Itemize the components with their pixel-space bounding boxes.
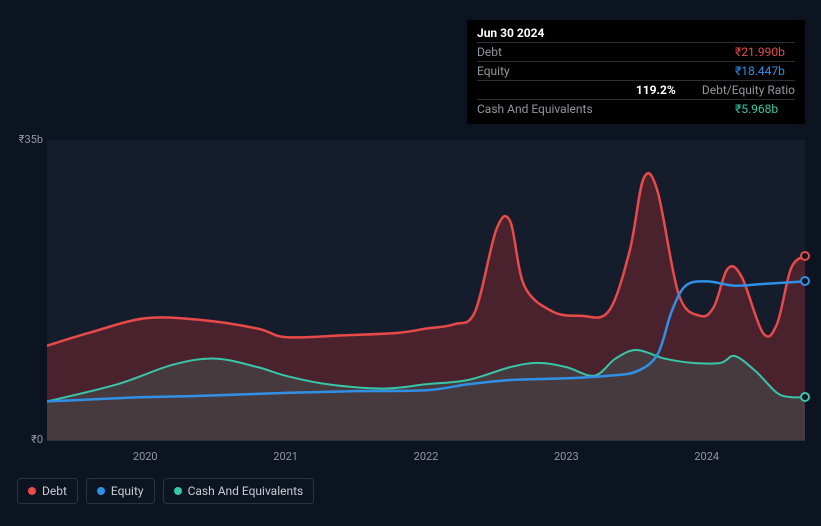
tooltip-row-value: ₹5.968b: [735, 102, 795, 116]
x-axis-label: 2022: [414, 450, 439, 463]
legend-label: Debt: [42, 484, 67, 498]
series-end-marker: [800, 276, 810, 286]
tooltip-row: Debt₹21.990b: [477, 42, 795, 61]
tooltip-row: Cash And Equivalents₹5.968b: [477, 99, 795, 118]
series-end-marker: [800, 392, 810, 402]
legend-dot-icon: [97, 487, 105, 495]
x-axis-label: 2024: [694, 450, 719, 463]
y-axis-label: ₹0: [15, 433, 43, 446]
legend-label: Cash And Equivalents: [188, 484, 304, 498]
chart-container: ₹35b₹0 20202021202220232024 DebtEquityCa…: [15, 118, 805, 474]
gridline: [47, 440, 805, 441]
x-axis-labels: 2020 2021 2022 2023 2024: [47, 450, 805, 470]
legend-item-debt[interactable]: Debt: [17, 478, 78, 504]
x-axis-label: 2021: [273, 450, 298, 463]
x-axis-label: 2020: [133, 450, 158, 463]
y-axis-label: ₹35b: [15, 133, 43, 146]
tooltip-row-label: [477, 83, 636, 97]
tooltip-row-label: Equity: [477, 64, 735, 78]
tooltip-row: 119.2% Debt/Equity Ratio: [477, 80, 795, 99]
chart-legend: Debt Equity Cash And Equivalents: [17, 478, 314, 504]
chart-plot[interactable]: [47, 140, 805, 440]
tooltip-row-value: ₹18.447b: [735, 64, 795, 78]
series-end-marker: [800, 251, 810, 261]
tooltip-row-value: 119.2%: [636, 83, 696, 97]
tooltip-date: Jun 30 2024: [477, 26, 795, 40]
chart-tooltip: Jun 30 2024 Debt₹21.990bEquity₹18.447b11…: [467, 20, 805, 124]
legend-item-equity[interactable]: Equity: [86, 478, 155, 504]
legend-item-cash-and-equivalents[interactable]: Cash And Equivalents: [163, 478, 315, 504]
legend-dot-icon: [174, 487, 182, 495]
legend-dot-icon: [28, 487, 36, 495]
legend-label: Equity: [111, 484, 144, 498]
tooltip-row-extra: Debt/Equity Ratio: [702, 83, 795, 97]
tooltip-row: Equity₹18.447b: [477, 61, 795, 80]
tooltip-row-label: Debt: [477, 45, 735, 59]
tooltip-row-value: ₹21.990b: [735, 45, 795, 59]
x-axis-label: 2023: [554, 450, 579, 463]
tooltip-row-label: Cash And Equivalents: [477, 102, 735, 116]
